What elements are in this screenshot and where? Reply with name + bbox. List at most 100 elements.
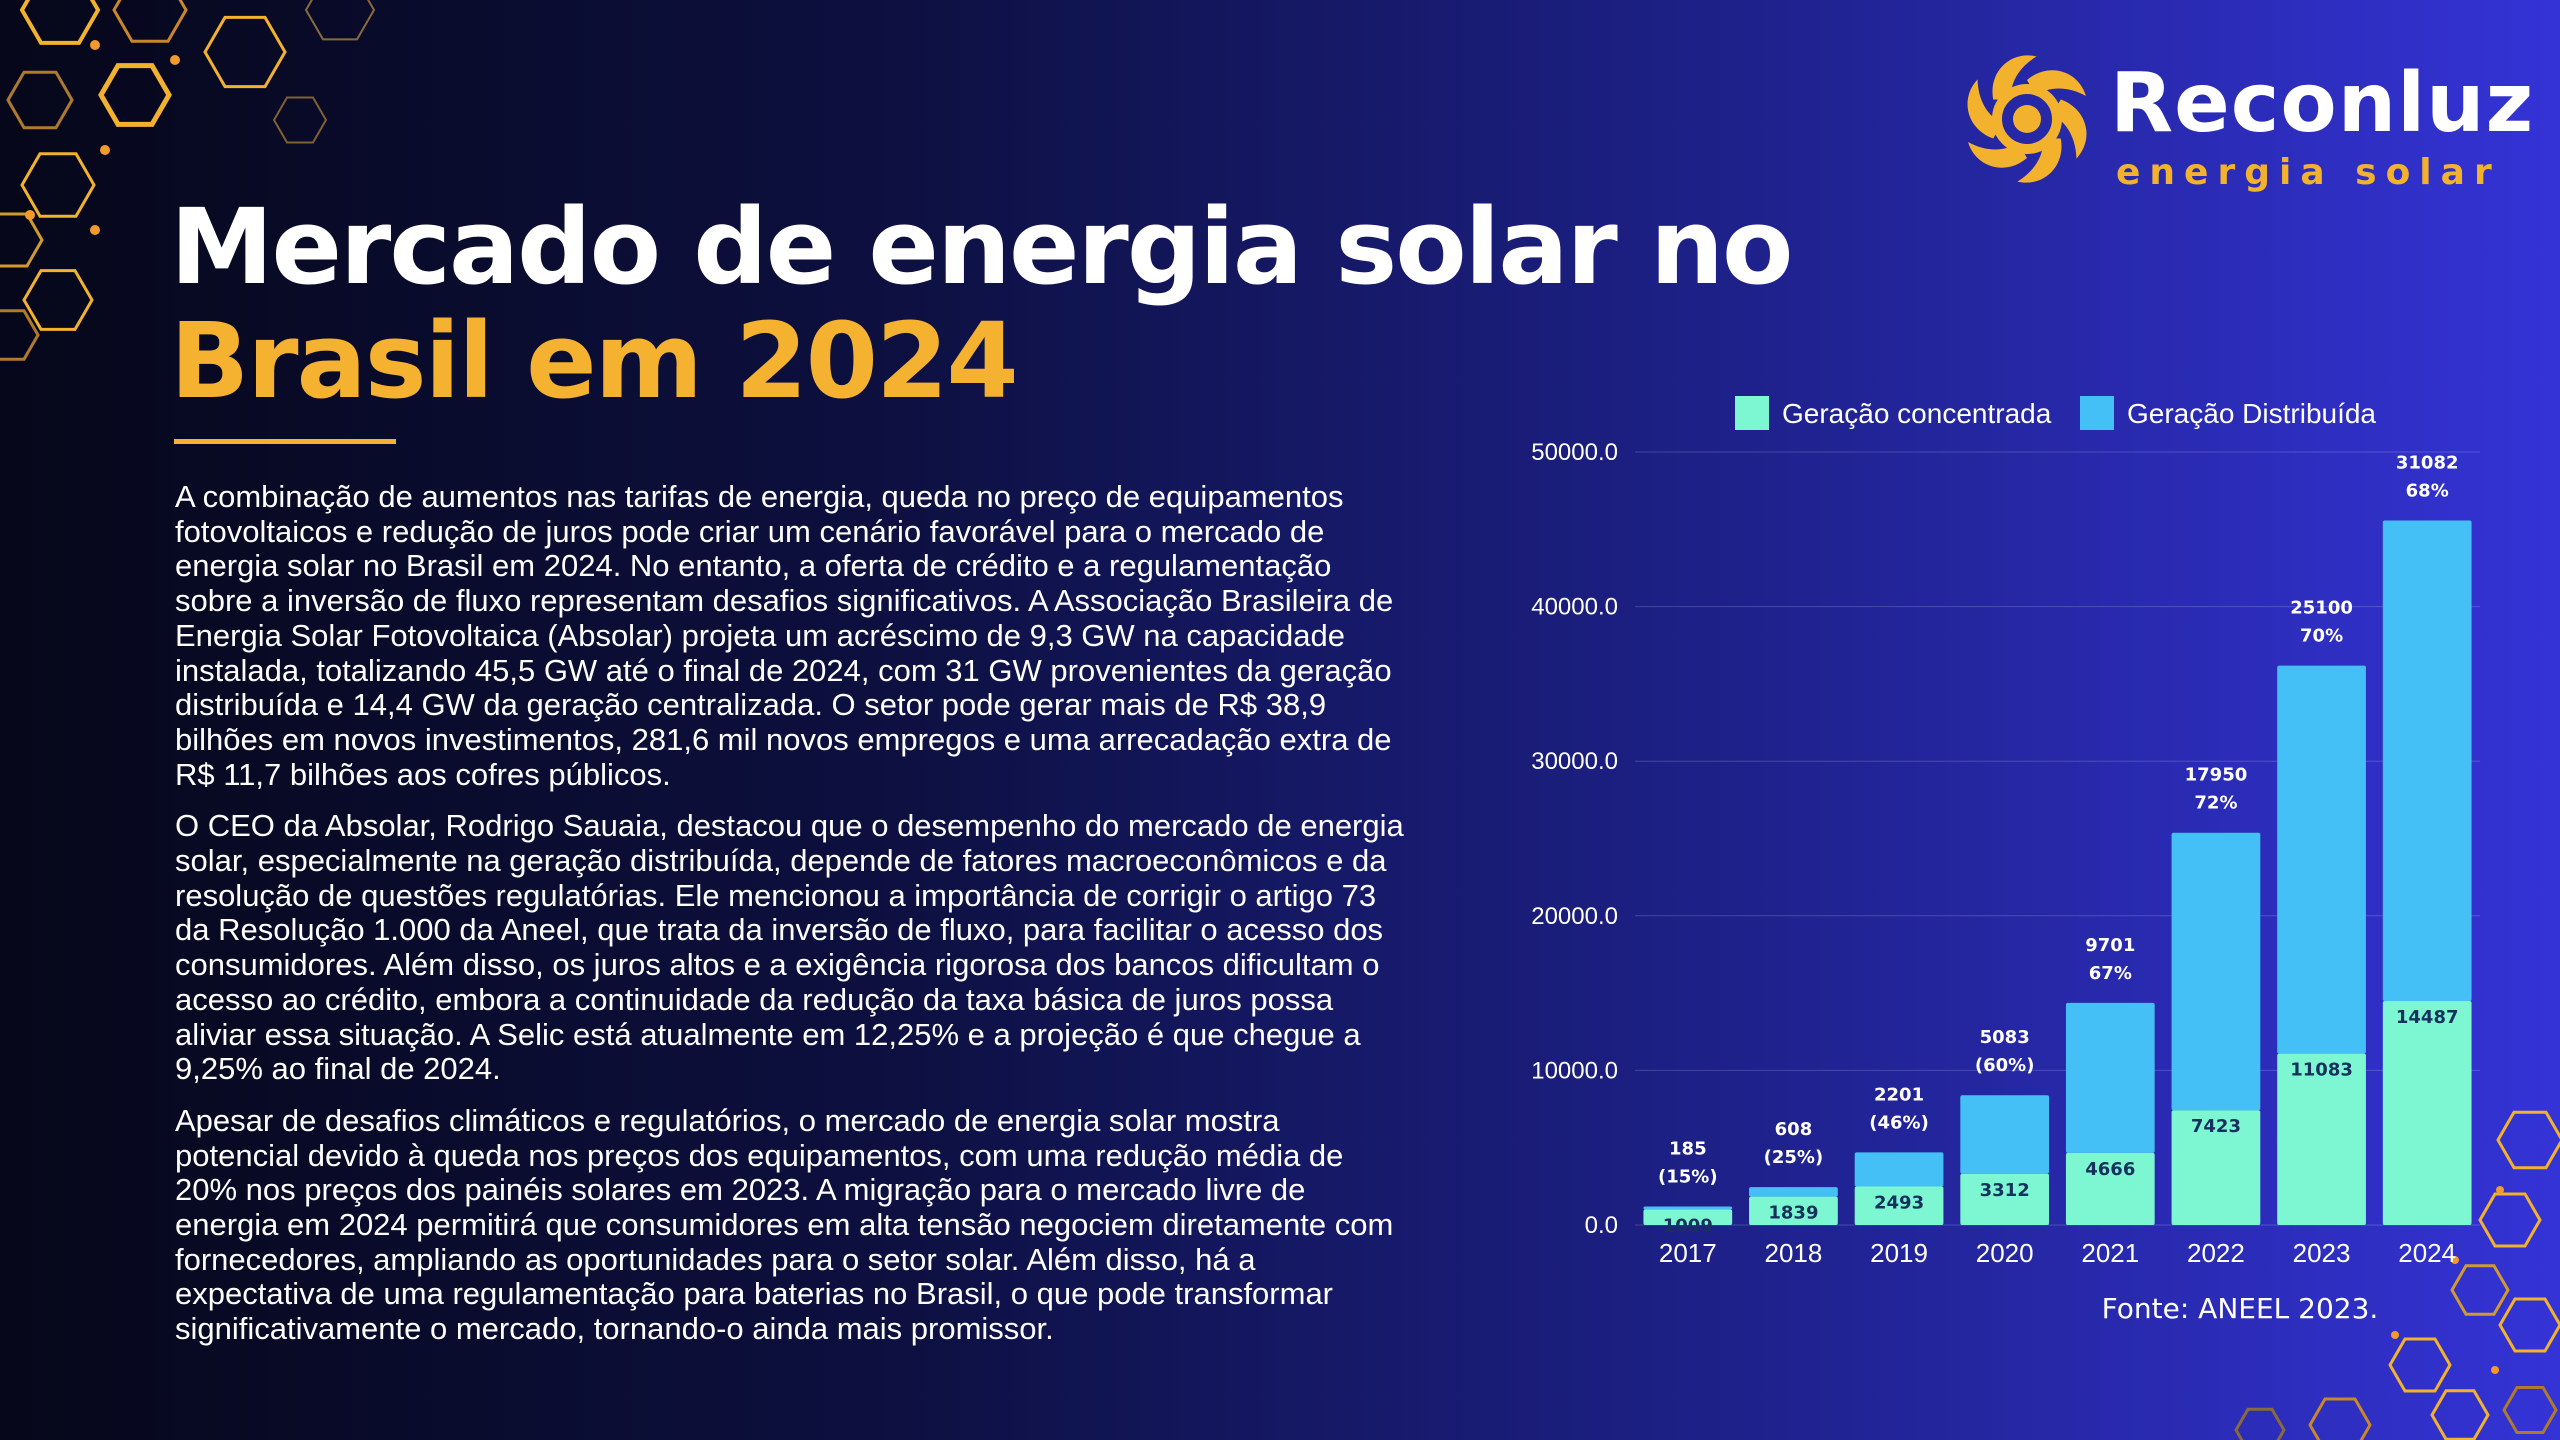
bar-distribuida — [2277, 665, 2366, 1054]
hexagon-node — [100, 145, 110, 155]
legend-swatch — [2080, 396, 2114, 430]
bar-value-label: 1839 — [1768, 1203, 1818, 1224]
legend-swatch — [1735, 396, 1769, 430]
hexagon-node — [90, 40, 100, 50]
bar-value-label: 1009 — [1663, 1215, 1713, 1236]
y-tick-label: 10000.0 — [1531, 1057, 1618, 1084]
hexagon-shape — [2478, 1192, 2542, 1248]
x-tick-label: 2024 — [2398, 1238, 2456, 1268]
y-tick-label: 40000.0 — [1531, 594, 1618, 621]
brand-tagline: energia solar — [2116, 152, 2501, 193]
bar-distribuida — [1960, 1095, 2050, 1174]
bar-concentrada — [1854, 1186, 1944, 1225]
bar-percent-label: 68% — [2406, 481, 2449, 502]
bar-value-label: 11083 — [2290, 1060, 2353, 1081]
x-tick-label: 2023 — [2293, 1238, 2351, 1268]
hexagon-pattern-bottom-right — [2234, 1110, 2560, 1440]
bar-distribuida — [1854, 1152, 1944, 1187]
bar-value-label: 4666 — [2085, 1159, 2135, 1180]
x-tick-label: 2018 — [1765, 1238, 1823, 1268]
logo-blade — [1967, 79, 2003, 139]
paragraph-line: solar, especialmente na geração distribu… — [175, 843, 1387, 879]
hexagon-node — [170, 55, 180, 65]
paragraph-line: distribuída e 14,4 GW da geração central… — [175, 687, 1327, 723]
hexagon-shape — [112, 0, 188, 43]
x-tick-label: 2022 — [2187, 1238, 2245, 1268]
logo-blade — [2027, 70, 2086, 96]
paragraph-line: fotovoltaicos e redução de juros pode cr… — [175, 513, 1325, 549]
hexagon-shape — [2450, 1264, 2510, 1316]
bar-distribuida — [2065, 1002, 2155, 1153]
hexagon-shape — [2234, 1407, 2286, 1440]
hexagon-shape — [2308, 1397, 2372, 1440]
brand-logo: Reconluz energia solar — [1960, 52, 2533, 193]
paragraph-line: expectativa de uma regulamentação para b… — [175, 1276, 1334, 1312]
paragraph-line: O CEO da Absolar, Rodrigo Sauaia, destac… — [175, 808, 1404, 844]
paragraph-2: O CEO da Absolar, Rodrigo Sauaia, destac… — [175, 808, 1465, 1087]
bar-distribuida — [1643, 1206, 1733, 1210]
hexagon-shape — [6, 70, 74, 130]
bar-percent-label: (46%) — [1869, 1112, 1929, 1133]
hexagon-shape — [304, 0, 376, 41]
bar-total-label: 25100 — [2290, 598, 2353, 619]
hexagon-shape — [2430, 1389, 2490, 1440]
logo-blade — [1992, 55, 2037, 100]
hexagon-shape — [272, 96, 328, 144]
hexagon-pattern-top-left — [0, 0, 376, 361]
paragraph-line: Energia Solar Fotovoltaica (Absolar) pro… — [175, 617, 1345, 653]
y-axis: 0.0 10000.0 20000.0 30000.0 40000.0 50000.0 — [1531, 439, 1618, 1239]
x-tick-label: 2020 — [1976, 1238, 2034, 1268]
paragraph-line: energia solar no Brasil em 2024. No enta… — [175, 548, 1332, 584]
paragraph-line: Apesar de desafios climáticos e regulató… — [175, 1102, 1280, 1138]
bar-percent-label: (60%) — [1975, 1055, 2035, 1076]
paragraph-1: A combinação de aumentos nas tarifas de … — [175, 479, 1465, 792]
paragraph-line: consumidores. Além disso, os juros altos… — [175, 947, 1380, 983]
hexagon-shape — [0, 309, 40, 361]
brand-name: Reconluz — [2110, 56, 2535, 151]
chart-bars: 1009 185 (15%) 1839 608 (25%) 2493 2201 (46%) 331… — [1643, 453, 2472, 1236]
bar-concentrada — [2382, 1001, 2472, 1225]
bar-concentrada — [2277, 1053, 2366, 1225]
bar-percent-label: 70% — [2300, 626, 2343, 647]
hexagon-shape — [2496, 1110, 2560, 1170]
bar-distribuida — [2171, 832, 2261, 1111]
paragraph-3: Apesar de desafios climáticos e regulató… — [175, 1102, 1465, 1347]
sun-swirl-icon — [1967, 55, 2087, 183]
hexagon-node — [90, 225, 100, 235]
y-tick-label: 30000.0 — [1531, 748, 1618, 775]
bar-value-label: 2493 — [1874, 1192, 1924, 1213]
hexagon-shape — [0, 212, 44, 268]
y-tick-label: 0.0 — [1585, 1212, 1618, 1239]
bar-percent-label: (25%) — [1764, 1147, 1824, 1168]
x-tick-label: 2017 — [1659, 1238, 1717, 1268]
bar-concentrada — [2171, 1110, 2261, 1225]
hexagon-node — [2496, 1186, 2504, 1194]
page-title: Mercado de energia solar no Brasil em 20… — [170, 190, 1793, 418]
logo-blade — [1968, 142, 2027, 168]
hexagon-node — [2451, 1256, 2459, 1264]
hexagon-shape — [203, 15, 287, 89]
x-tick-label: 2019 — [1870, 1238, 1928, 1268]
paragraph-line: energia em 2024 permitirá que consumidor… — [175, 1207, 1394, 1243]
bar-total-label: 185 — [1669, 1139, 1707, 1160]
paragraph-line: da Resolução 1.000 da Aneel, que trata d… — [175, 912, 1384, 948]
bar-total-label: 31082 — [2396, 453, 2459, 474]
bar-concentrada — [1749, 1196, 1838, 1225]
bar-concentrada — [1643, 1209, 1733, 1225]
paragraph-line: R$ 11,7 bilhões aos cofres públicos. — [175, 756, 671, 792]
bar-total-label: 9701 — [2085, 935, 2135, 956]
hexagon-node — [2391, 1331, 2399, 1339]
paragraph-line: A combinação de aumentos nas tarifas de … — [175, 479, 1344, 514]
bar-total-label: 608 — [1775, 1119, 1813, 1140]
bar-percent-label: 67% — [2089, 963, 2132, 984]
bar-concentrada — [2065, 1152, 2155, 1225]
bar-total-label: 5083 — [1980, 1027, 2030, 1048]
bar-value-label: 7423 — [2191, 1116, 2241, 1137]
bar-distribuida — [2382, 520, 2472, 1002]
legend-label: Geração concentrada — [1782, 398, 2052, 429]
stacked-bar-chart: Geração concentrada Geração Distribuída 0… — [1531, 396, 2480, 1325]
bar-value-label: 3312 — [1980, 1180, 2030, 1201]
paragraph-line: sobre a inversão de fluxo representam de… — [175, 583, 1394, 619]
bar-total-label: 2201 — [1874, 1084, 1924, 1105]
